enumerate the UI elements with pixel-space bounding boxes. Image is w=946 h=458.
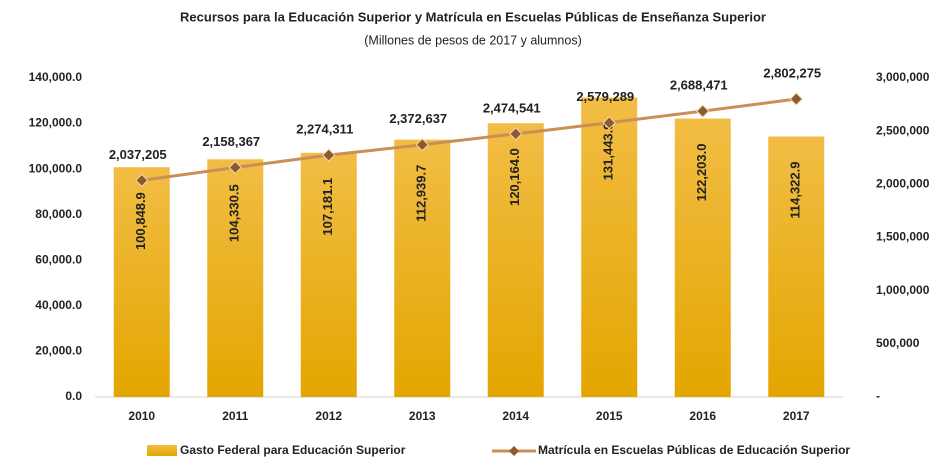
y2-tick-label: 500,000	[876, 336, 920, 350]
bar	[581, 97, 638, 398]
line-marker	[696, 104, 710, 118]
y-tick-label: 100,000.0	[29, 161, 83, 175]
legend-label: Matrícula en Escuelas Públicas de Educac…	[538, 443, 850, 457]
bar-value-label: 100,848.9	[133, 192, 148, 250]
y2-tick-label: 2,000,000	[876, 177, 930, 191]
x-tick-label: 2012	[315, 409, 342, 423]
line-value-label: 2,037,205	[109, 147, 167, 162]
chart-title: Recursos para la Educación Superior y Ma…	[180, 9, 766, 24]
legend-swatch	[147, 445, 177, 456]
line-marker	[789, 92, 803, 106]
bar	[394, 139, 451, 398]
x-tick-label: 2015	[596, 409, 623, 423]
y-tick-label: 120,000.0	[29, 116, 83, 130]
y2-tick-label: 1,500,000	[876, 230, 930, 244]
y2-tick-label: -	[876, 389, 880, 403]
line-value-label: 2,372,637	[389, 111, 447, 126]
bar	[674, 118, 731, 398]
line-value-label: 2,274,311	[296, 122, 353, 137]
y2-tick-label: 3,000,000	[876, 70, 930, 84]
bar-value-label: 104,330.5	[227, 184, 242, 242]
bar-value-label: 120,164.0	[507, 148, 522, 206]
bar-value-label: 107,181.1	[320, 178, 335, 236]
line-marker	[228, 160, 242, 175]
line-value-label: 2,802,275	[763, 65, 821, 80]
y2-tick-label: 2,500,000	[876, 123, 930, 137]
y-tick-label: 40,000.0	[35, 298, 82, 312]
line	[141, 97, 797, 182]
bar	[300, 152, 357, 397]
bar-value-label: 131,443.9	[601, 122, 616, 180]
bar-value-label: 122,203.0	[694, 144, 709, 202]
x-tick-label: 2011	[222, 409, 248, 423]
y-tick-label: 140,000.0	[29, 70, 83, 84]
line-marker	[322, 148, 336, 162]
x-tick-label: 2014	[502, 409, 529, 423]
y-tick-label: 80,000.0	[35, 207, 82, 221]
x-tick-label: 2016	[689, 409, 716, 423]
x-tick-label: 2017	[783, 409, 810, 423]
y2-tick-label: 1,000,000	[876, 283, 930, 297]
y-tick-label: 20,000.0	[35, 344, 82, 358]
y-tick-label: 0.0	[65, 389, 82, 403]
bar	[768, 136, 825, 397]
line-value-label: 2,474,541	[483, 100, 541, 115]
bar-value-label: 114,322.9	[788, 162, 803, 219]
bar	[113, 167, 170, 397]
x-tick-label: 2010	[128, 409, 155, 423]
chart-subtitle: (Millones de pesos de 2017 y alumnos)	[364, 33, 581, 47]
legend-label: Gasto Federal para Educación Superior	[180, 443, 406, 457]
legend-marker	[509, 446, 519, 456]
bar-value-label: 112,939.7	[414, 165, 429, 222]
line-marker	[602, 116, 616, 130]
bar	[207, 159, 264, 397]
line-marker	[509, 127, 523, 141]
x-tick-label: 2013	[409, 409, 436, 423]
line-marker	[415, 138, 429, 152]
bar	[487, 123, 544, 397]
line-marker	[135, 173, 149, 188]
y-tick-label: 60,000.0	[35, 252, 82, 266]
line-value-label: 2,688,471	[670, 78, 728, 93]
line-value-label: 2,158,367	[202, 134, 260, 149]
line-value-label: 2,579,289	[576, 89, 634, 104]
